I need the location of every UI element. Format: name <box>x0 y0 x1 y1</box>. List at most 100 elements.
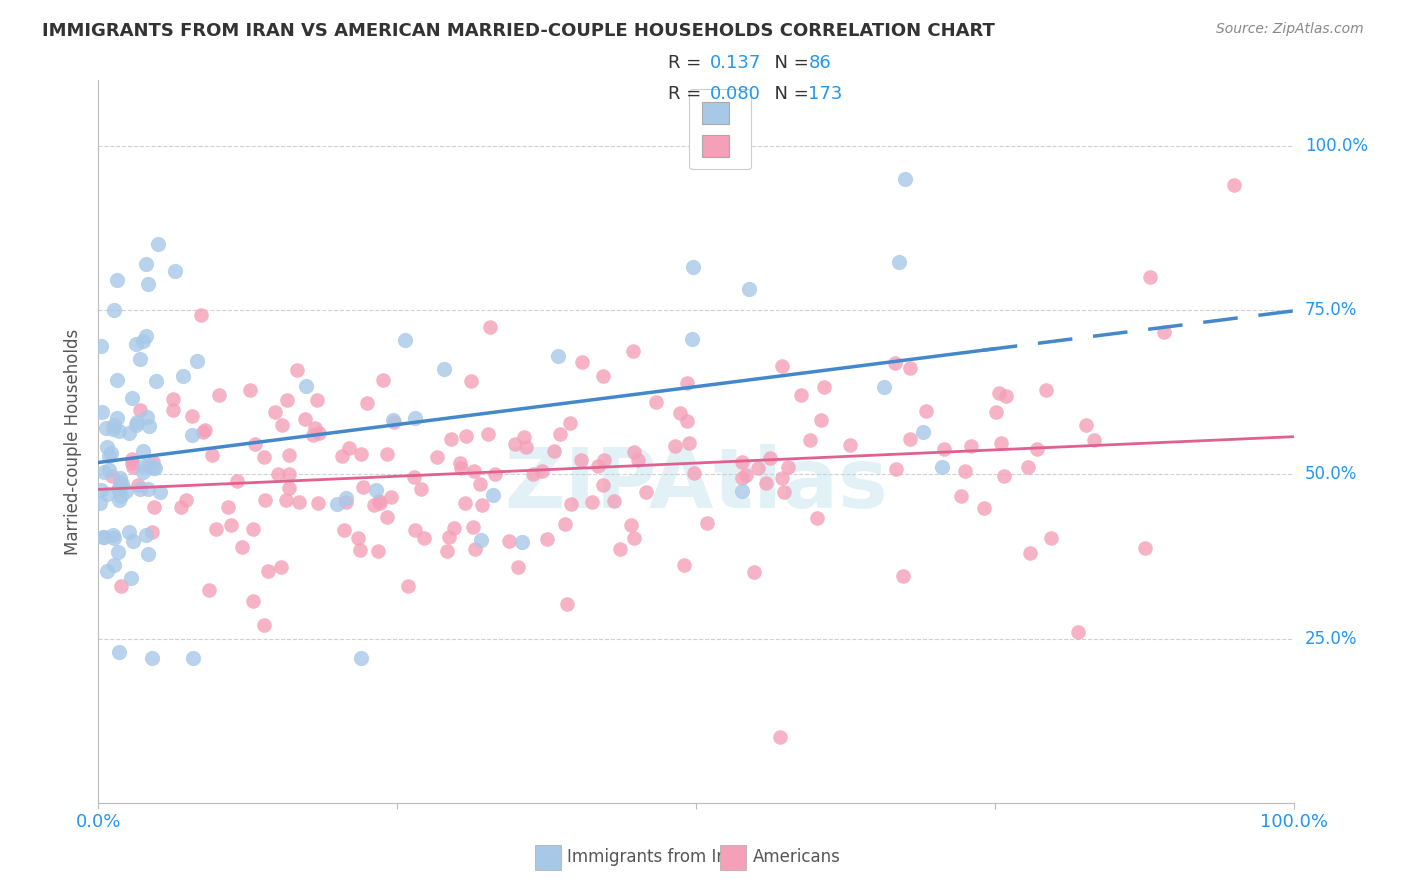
Point <box>138 419 160 434</box>
Point <box>217 500 239 514</box>
Point <box>103 531 125 545</box>
Point <box>477 427 499 442</box>
Point <box>90 339 112 353</box>
Point <box>894 171 917 186</box>
Text: Source: ZipAtlas.com: Source: ZipAtlas.com <box>1216 22 1364 37</box>
Point <box>278 481 301 495</box>
Point <box>93 465 115 479</box>
Point <box>681 332 703 346</box>
Point <box>932 442 955 457</box>
Point <box>115 484 138 499</box>
Point <box>295 379 318 393</box>
Point <box>307 393 329 408</box>
Point <box>136 410 159 425</box>
Point <box>122 459 145 474</box>
Point <box>1135 541 1157 556</box>
Point <box>97 450 120 464</box>
Point <box>915 404 938 418</box>
Point <box>101 528 124 542</box>
Point <box>107 544 129 558</box>
Point <box>276 493 298 508</box>
Point <box>461 520 484 534</box>
Point <box>1139 270 1161 285</box>
Point <box>285 363 308 377</box>
Point <box>186 354 208 368</box>
Point <box>513 430 536 444</box>
Point <box>682 260 704 274</box>
Point <box>181 651 204 665</box>
Point <box>436 544 458 558</box>
Point <box>759 451 782 466</box>
Point <box>257 564 280 578</box>
Point <box>332 523 354 537</box>
Point <box>221 518 243 533</box>
Point <box>371 373 394 387</box>
Text: Americans: Americans <box>754 848 841 866</box>
Point <box>790 388 813 402</box>
Point <box>623 344 645 359</box>
Point <box>363 498 385 512</box>
Point <box>253 450 276 465</box>
Point <box>366 483 388 497</box>
Point <box>143 461 166 475</box>
Point <box>191 425 214 439</box>
Point <box>569 452 592 467</box>
Point <box>129 403 152 417</box>
Point <box>96 564 118 578</box>
Point <box>931 460 953 475</box>
Point <box>402 470 425 484</box>
Text: R =: R = <box>668 85 707 103</box>
Point <box>512 535 534 549</box>
Point <box>603 494 626 508</box>
Point <box>620 518 643 533</box>
Point <box>242 522 264 536</box>
Text: ZIPAtlas: ZIPAtlas <box>503 444 889 525</box>
Point <box>101 469 124 483</box>
Point <box>277 448 299 462</box>
Point <box>121 456 143 470</box>
Point <box>162 392 184 406</box>
Text: 100.0%: 100.0% <box>1305 137 1368 155</box>
FancyBboxPatch shape <box>720 846 747 870</box>
Point <box>678 436 700 450</box>
Point <box>426 450 449 465</box>
Point <box>253 492 276 507</box>
Point <box>93 530 115 544</box>
Point <box>135 528 157 542</box>
Point <box>349 542 371 557</box>
Point <box>89 496 111 510</box>
Point <box>380 490 402 504</box>
Legend: , : , <box>689 89 751 169</box>
Point <box>460 374 482 388</box>
Text: 50.0%: 50.0% <box>1305 466 1357 483</box>
Point <box>959 439 981 453</box>
Point <box>135 257 157 271</box>
Point <box>588 458 610 473</box>
Point <box>170 500 193 514</box>
Point <box>755 475 778 490</box>
Point <box>984 404 1007 418</box>
Point <box>162 402 184 417</box>
Point <box>368 496 391 510</box>
Point <box>125 417 148 432</box>
Point <box>806 510 828 524</box>
Point <box>593 453 616 467</box>
Point <box>347 531 370 545</box>
Point <box>503 437 526 451</box>
Point <box>557 597 579 611</box>
Point <box>127 478 149 492</box>
Point <box>988 385 1011 400</box>
Point <box>330 450 353 464</box>
Point <box>302 428 325 442</box>
Point <box>449 456 471 470</box>
Point <box>839 438 862 452</box>
Point <box>1223 178 1246 193</box>
Point <box>96 420 118 434</box>
Point <box>136 277 159 291</box>
Text: 25.0%: 25.0% <box>1305 630 1357 648</box>
Point <box>103 558 125 572</box>
Point <box>148 237 170 252</box>
Point <box>683 466 706 480</box>
Point <box>125 337 148 351</box>
Point <box>456 429 478 443</box>
